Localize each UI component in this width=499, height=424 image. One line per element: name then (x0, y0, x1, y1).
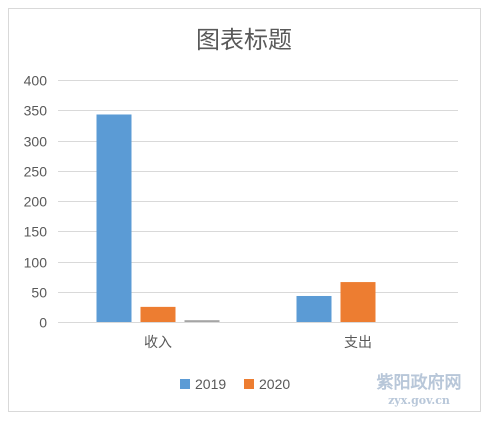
bar-series-3-收入 (184, 320, 220, 322)
legend-label: 2020 (259, 376, 290, 392)
watermark-url: zyx.gov.cn (388, 394, 450, 407)
y-tick-label: 350 (24, 103, 48, 119)
bar-2019-支出 (296, 295, 332, 322)
watermark-text: 紫阳政府网 (377, 372, 462, 393)
y-tick-label: 100 (24, 255, 48, 271)
y-axis-ticks: 0 50 100 150 200 250 300 350 400 (24, 73, 48, 331)
x-axis-categories: 收入 支出 (144, 335, 372, 351)
legend-label: 2019 (195, 376, 226, 392)
y-tick-label: 300 (24, 134, 48, 150)
y-tick-label: 50 (31, 285, 47, 301)
watermark: 紫阳政府网 zyx.gov.cn (377, 372, 462, 407)
y-tick-label: 400 (24, 73, 48, 89)
bars (96, 114, 376, 322)
x-category-label: 支出 (344, 335, 372, 351)
y-tick-label: 0 (39, 315, 47, 331)
x-category-label: 收入 (144, 335, 172, 351)
bar-2020-收入 (140, 306, 176, 322)
chart-frame (8, 8, 481, 412)
y-tick-label: 250 (24, 164, 48, 180)
y-tick-label: 200 (24, 194, 48, 210)
bar-2019-收入 (96, 114, 132, 322)
legend: 2019 2020 (180, 376, 290, 392)
chart-title: 图表标题 (196, 26, 292, 54)
y-tick-label: 150 (24, 224, 48, 240)
bar-2020-支出 (340, 282, 376, 322)
legend-swatch (180, 379, 190, 389)
legend-swatch (244, 379, 254, 389)
